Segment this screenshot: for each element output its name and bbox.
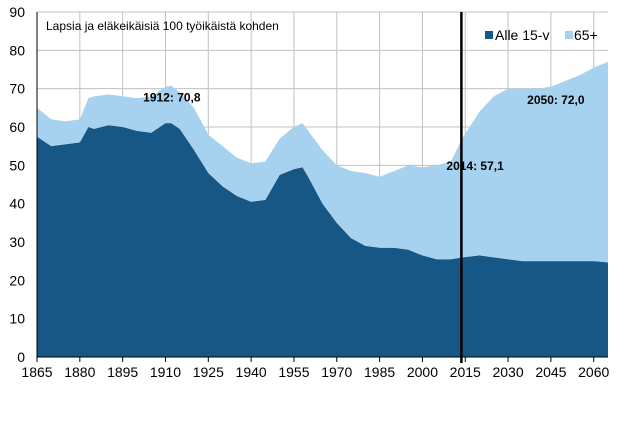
x-tick-label: 1985 (364, 364, 395, 380)
x-tick-label: 1865 (21, 364, 52, 380)
y-tick-label: 90 (9, 4, 25, 20)
areas (37, 61, 608, 358)
area-65plus (37, 61, 608, 263)
x-tick-label: 1910 (150, 364, 181, 380)
x-tick-label: 1970 (321, 364, 352, 380)
y-tick-label: 80 (9, 42, 25, 58)
x-tick-label: 1940 (236, 364, 267, 380)
y-tick-label: 10 (9, 311, 25, 327)
legend-swatch-alle-15 (485, 31, 493, 39)
y-tick-label: 40 (9, 196, 25, 212)
x-tick-label: 2015 (450, 364, 481, 380)
annotation-label: 2050: 72,0 (527, 93, 585, 107)
x-tick-label: 2060 (578, 364, 609, 380)
legend: Alle 15-v 65+ (485, 27, 598, 43)
annotations: 1912: 70,8 2014: 57,1 2050: 72,0 (143, 91, 585, 174)
area-alle-15 (37, 123, 608, 358)
chart-title: Lapsia ja eläkeikäisiä 100 työikäistä ko… (46, 19, 279, 33)
x-tick-label: 1925 (193, 364, 224, 380)
annotation-label: 2014: 57,1 (446, 159, 504, 173)
legend-label-alle-15: Alle 15-v (495, 27, 549, 43)
legend-swatch-65plus (565, 31, 573, 39)
x-tick-label: 2030 (492, 364, 523, 380)
y-tick-label: 0 (17, 349, 25, 365)
y-tick-label: 60 (9, 119, 25, 135)
annotation-label: 1912: 70,8 (143, 91, 201, 105)
legend-label-65plus: 65+ (574, 27, 598, 43)
y-tick-label: 30 (9, 234, 25, 250)
y-tick-label: 50 (9, 157, 25, 173)
x-tick-label: 1955 (278, 364, 309, 380)
x-tick-label: 2000 (407, 364, 438, 380)
x-tick-label: 1895 (107, 364, 138, 380)
x-tick-label: 1880 (64, 364, 95, 380)
x-tick-label: 2045 (535, 364, 566, 380)
y-tick-label: 20 (9, 272, 25, 288)
y-tick-label: 70 (9, 81, 25, 97)
